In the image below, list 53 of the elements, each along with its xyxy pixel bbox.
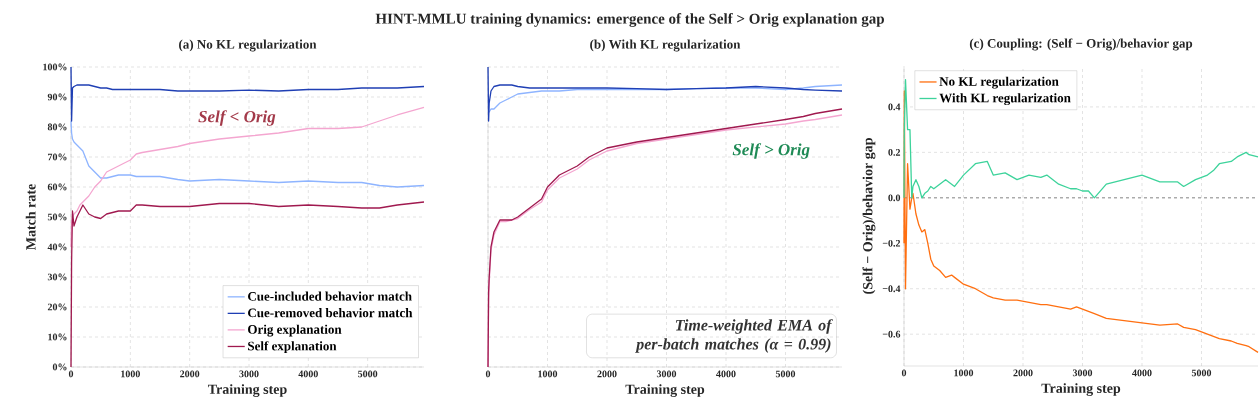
x-axis-title: Training step bbox=[625, 384, 705, 397]
chart-subtitle: (b) With KL regularization bbox=[590, 39, 741, 52]
y-tick-label: 10% bbox=[48, 333, 67, 341]
y-tick-label: 0.4 bbox=[888, 103, 901, 111]
y-axis-title: (Self − Orig)/behavior gap bbox=[862, 138, 876, 294]
annotation: Self > Orig bbox=[732, 143, 810, 159]
y-tick-label: 70% bbox=[48, 153, 67, 161]
y-tick-label: 0.2 bbox=[888, 148, 901, 156]
x-tick-label: 5000 bbox=[775, 370, 796, 378]
legend-label: With KL regularization bbox=[939, 93, 1071, 106]
legend-label: Self explanation bbox=[248, 341, 337, 354]
x-tick-label: 4000 bbox=[1132, 369, 1152, 377]
y-tick-label: 50% bbox=[47, 213, 67, 221]
legend-label: Cue-included behavior match bbox=[248, 291, 412, 301]
x-tick-label: 3000 bbox=[1072, 369, 1093, 377]
chart-subtitle: (c) Coupling: (Self − Orig)/behavior gap bbox=[969, 38, 1193, 51]
y-tick-label: 0% bbox=[52, 363, 67, 371]
annotation: Time-weighted EMA of per-batch matches (α = 0.99) bbox=[635, 319, 833, 353]
x-tick-label: 2000 bbox=[1013, 369, 1033, 377]
x-axis-title: Training step bbox=[1041, 383, 1121, 396]
x-tick-label: 4000 bbox=[716, 370, 736, 378]
y-tick-label: −0.6 bbox=[882, 330, 901, 338]
legend-label: Orig explanation bbox=[248, 324, 342, 337]
y-tick-label: 40% bbox=[47, 243, 67, 251]
x-tick-label: 1000 bbox=[121, 370, 140, 378]
x-tick-label: 1000 bbox=[538, 370, 558, 378]
legend-label: Cue-removed behavior match bbox=[248, 308, 413, 318]
x-tick-label: 2000 bbox=[597, 370, 617, 378]
legend-label: No KL regularization bbox=[939, 76, 1059, 89]
y-tick-label: 90% bbox=[47, 93, 67, 101]
y-axis-title: Match rate bbox=[25, 184, 36, 250]
annotation: Self < Orig bbox=[198, 110, 276, 126]
chart-subtitle: (a) No KL regularization bbox=[179, 39, 317, 52]
y-tick-label: 80% bbox=[47, 123, 67, 131]
y-tick-label: 30% bbox=[47, 273, 67, 281]
y-tick-label: 100% bbox=[43, 63, 67, 71]
chart-title: HINT-MMLU training dynamics: emergence of the Self > Orig explanation gap bbox=[375, 13, 884, 27]
x-tick-label: 4000 bbox=[298, 370, 318, 378]
x-tick-label: 0 bbox=[485, 370, 491, 378]
x-tick-label: 0 bbox=[901, 369, 907, 377]
x-tick-label: 0 bbox=[68, 370, 74, 378]
y-tick-label: 60% bbox=[47, 183, 67, 191]
y-tick-label: 20% bbox=[47, 303, 67, 311]
y-tick-label: 0.0 bbox=[888, 194, 901, 202]
x-tick-label: 3000 bbox=[239, 370, 259, 378]
y-tick-label: −0.4 bbox=[882, 285, 901, 293]
x-tick-label: 2000 bbox=[180, 370, 200, 378]
x-tick-label: 5000 bbox=[358, 370, 378, 378]
x-tick-label: 5000 bbox=[1191, 369, 1212, 377]
y-tick-label: −0.2 bbox=[882, 239, 901, 247]
x-axis-title: Training step bbox=[207, 384, 287, 397]
x-tick-label: 3000 bbox=[656, 370, 677, 378]
x-tick-label: 1000 bbox=[954, 369, 974, 377]
